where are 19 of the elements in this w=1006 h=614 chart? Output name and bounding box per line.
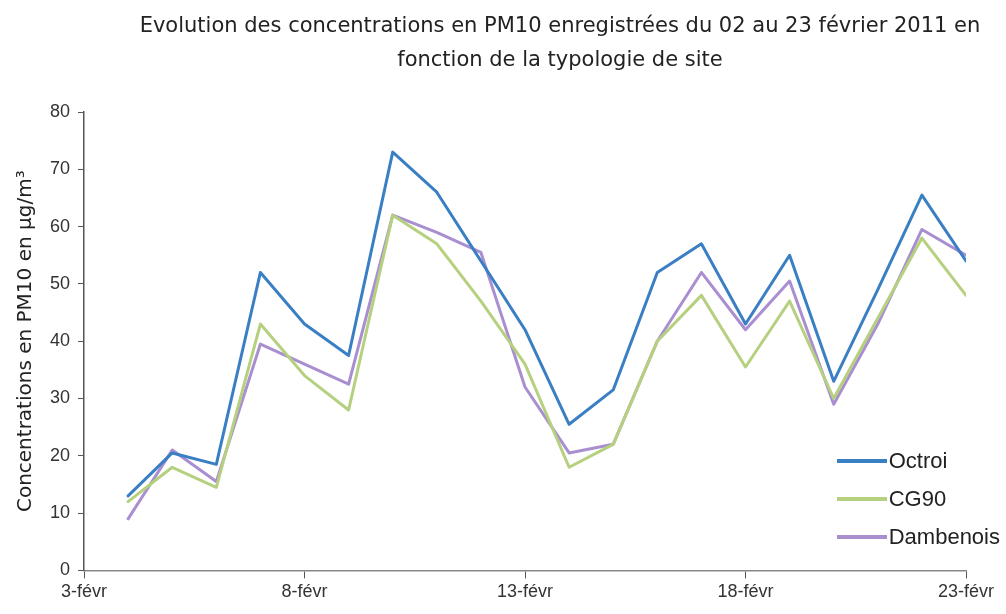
legend-label: CG90 (888, 486, 947, 512)
y-tick-label: 40 (49, 330, 71, 351)
legend-label: Dambenois (888, 524, 1000, 550)
y-tick-label: 20 (49, 444, 71, 465)
y-tick-label: 80 (49, 100, 71, 121)
y-tick-label: 50 (49, 272, 71, 293)
y-tick-label: 30 (49, 387, 71, 408)
y-tick-label: 70 (49, 158, 71, 179)
y-tick-label: 0 (60, 559, 71, 580)
y-tick-label: 60 (49, 215, 71, 236)
x-tick-label: 13-févr (497, 581, 554, 602)
x-tick-label: 23-févr (937, 581, 995, 602)
y-tick-label: 10 (49, 502, 71, 523)
legend-label: Octroi (888, 448, 948, 474)
x-tick-label: 8-févr (281, 581, 328, 602)
x-tick-label: 18-févr (717, 581, 774, 602)
x-tick-label: 3-févr (61, 581, 108, 602)
chart-title: Evolution des concentrations en PM10 enregistrées du 02 au 23 février 2011 en fonction de la typologie de site (138, 12, 982, 73)
y-axis-title: Concentrations en PM10 en µg/m³ (12, 170, 37, 513)
